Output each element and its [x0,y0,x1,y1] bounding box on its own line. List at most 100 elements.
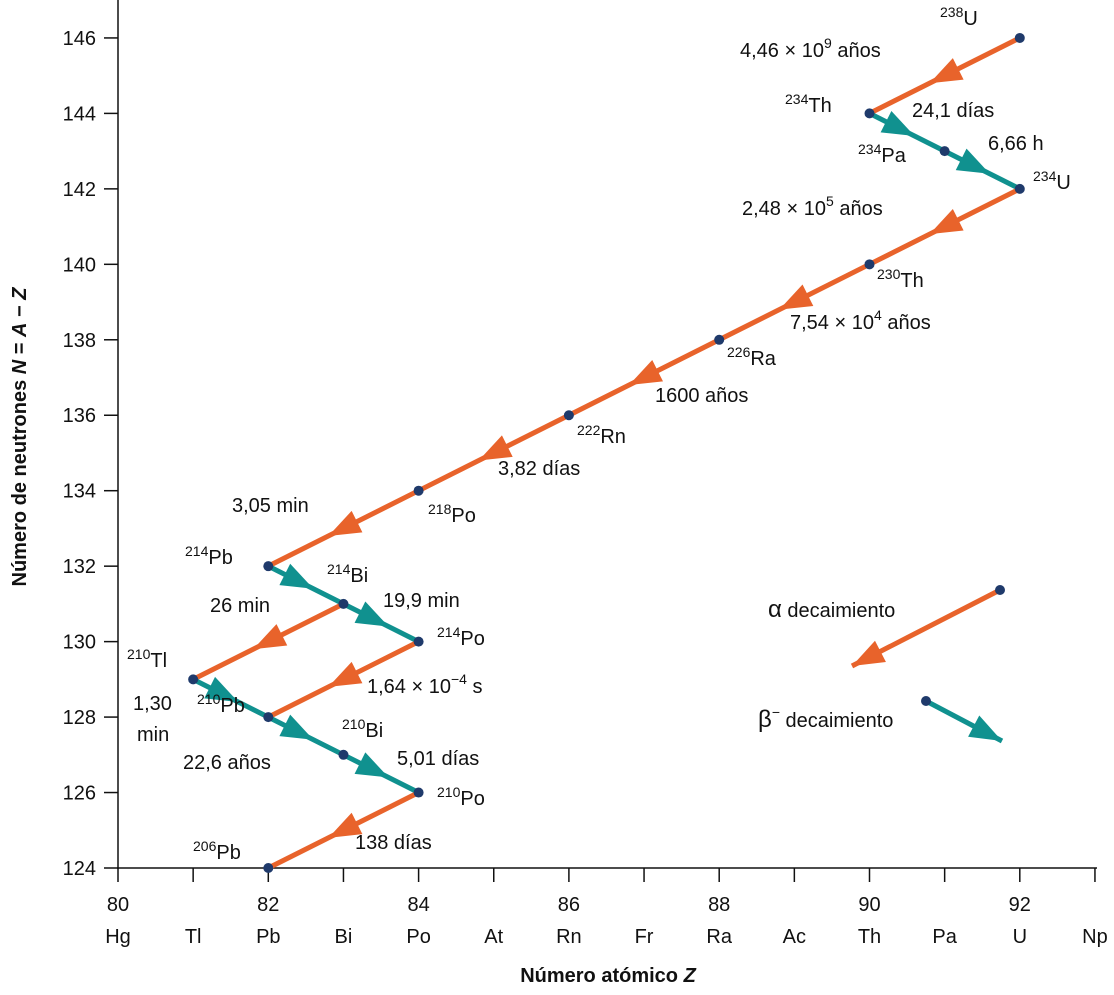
y-tick-label: 126 [63,783,96,805]
alpha-decay-arrow-head [253,624,288,650]
nuclide-points [188,32,1025,873]
nuclide-label: 226Ra [727,344,777,370]
y-tick-label: 146 [63,28,96,50]
x-tick-label: 84 [407,894,429,916]
mass-number: 210 [127,646,151,662]
legend-alpha-arrow [850,587,1002,669]
y-axis-formula-part: Z [9,287,31,301]
half-life-value: 26 min [210,595,270,617]
half-life-value: 6,66 h [988,133,1044,155]
y-axis-title-text: Número de neutrones [9,374,31,586]
half-life-label: 22,6 años [183,752,271,774]
element-symbol: U [963,8,977,30]
alpha-decay-arrow-head [478,435,513,461]
alpha-decay-arrow [192,601,345,682]
beta-decay-arrow-head [880,110,915,137]
nuclide-point [413,485,424,496]
half-life-label: 2,48 × 105 años [742,193,883,220]
half-life-unit: s [467,676,483,698]
alpha-decay-arrow-head [929,58,964,84]
mass-number: 214 [185,543,209,559]
y-axis-formula-part: N [9,359,31,374]
x-element-label: U [1013,926,1027,948]
x-element-label: Po [406,926,430,948]
beta-decay-arrow [342,601,420,644]
legend-alpha-label: α decaimiento [768,596,895,623]
half-life-label: 1,30 min [133,693,172,746]
half-life-label: 5,01 días [397,748,479,770]
half-life-value: 1,30 [133,693,172,715]
x-tick-label: 80 [107,894,129,916]
alpha-decay-arrow-head [328,812,363,838]
half-life-value: 138 días [355,832,432,854]
x-tick-label: 86 [558,894,580,916]
nuclide-label: 206Pb [193,838,241,864]
y-axis-formula-part: = [9,337,31,360]
half-life-value: 19,9 min [383,590,460,612]
beta-decay-arrow [342,752,420,795]
x-element-label: Rn [556,926,582,948]
mass-number: 234 [1033,168,1057,184]
legend-alpha-point [995,585,1005,595]
nuclide-label: 210Tl [127,646,167,672]
mass-number: 222 [577,422,601,438]
x-axis-title: Número atómico Z [520,965,696,987]
half-life-exponent: 5 [826,193,834,209]
legend-alpha-arrow-head [852,640,886,666]
y-tick-label: 136 [63,405,96,427]
nuclide-point [714,334,725,345]
alpha-decay-arrow [718,262,871,343]
mass-number: 238 [940,4,964,20]
beta-decay-arrow-head [955,148,990,174]
nuclide-label: 238U [940,4,978,30]
beta-decay-arrow-head [354,752,389,778]
nuclide-label: 210Pb [197,691,245,717]
half-life-label: 26 min [210,595,270,617]
mass-number: 206 [193,838,217,854]
half-life-exponent: −4 [451,671,467,687]
legend-beta-point [921,696,931,706]
labels: 238U234Th234Pa234U230Th226Ra222Rn218Po21… [127,4,1071,864]
legend-alpha-text: decaimiento [782,600,895,622]
legend-beta-arrow [924,698,1004,744]
nuclide-point [864,259,875,270]
beta-decay-arrow [267,563,345,607]
x-axis-variable: Z [683,965,697,987]
nuclide-label: 222Rn [577,422,626,448]
half-life-label: 3,05 min [232,495,309,517]
element-symbol: Pb [216,842,240,864]
legend: α decaimiento β− decaimiento [758,585,1005,744]
x-element-label: Pa [932,926,957,948]
alpha-decay-arrow [417,413,571,493]
half-life-label: 24,1 días [912,100,994,122]
nuclide-label: 214Pb [185,543,233,569]
legend-beta-label: β− decaimiento [758,704,893,733]
beta-charge: − [772,704,780,720]
beta-decay-arrow-head [279,714,314,740]
half-life-unit: años [834,198,883,220]
y-tick-label: 138 [63,330,96,352]
nuclide-label: 234Pa [858,141,907,167]
y-tick-label: 124 [63,858,96,880]
mass-number: 234 [858,141,882,157]
element-symbol: Ra [750,348,776,370]
y-tick-label: 144 [63,103,96,125]
legend-beta-arrow-head [968,715,1002,741]
mass-number: 214 [437,624,461,640]
alpha-decay-arrow [267,639,420,720]
element-symbol: Bi [365,720,383,742]
x-element-label: Bi [335,926,353,948]
half-life-unit: años [832,40,881,62]
half-life-exponent: 9 [824,35,832,51]
element-symbol: Pb [220,695,244,717]
half-life-value: 24,1 días [912,100,994,122]
half-life-value: 7,54 × 10 [790,312,874,334]
decay-arrows [192,35,1021,871]
nuclide-point [338,749,349,760]
x-tick-label: 92 [1009,894,1031,916]
beta-decay-arrow-head [204,676,239,702]
nuclide-point [1014,183,1025,194]
beta-decay-arrow-head [354,601,389,627]
x-element-label: Np [1082,926,1108,948]
nuclide-label: 210Bi [342,716,383,742]
